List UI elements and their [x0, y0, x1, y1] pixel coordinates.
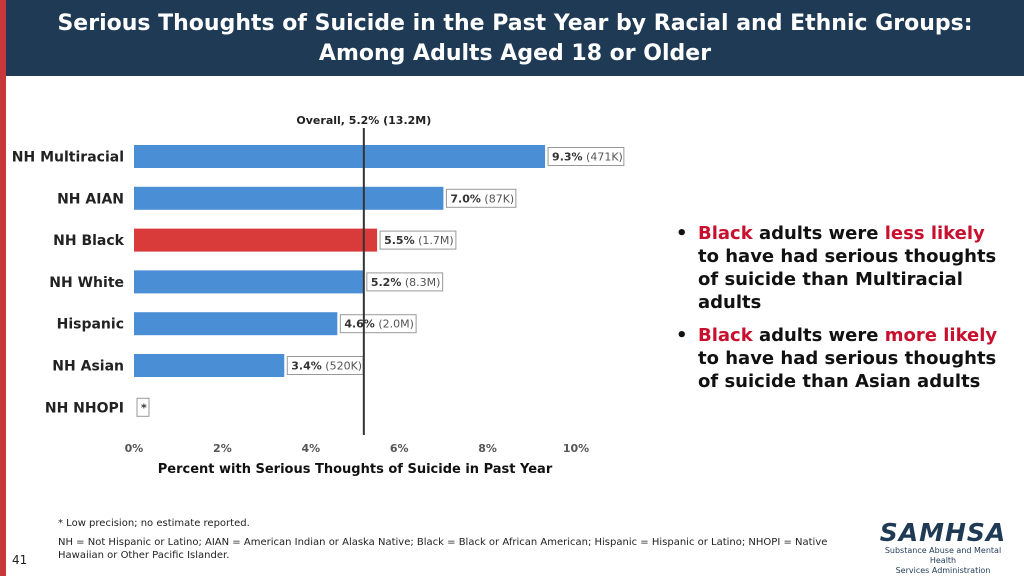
bar	[134, 186, 444, 210]
category-label: NH Asian	[52, 359, 124, 375]
category-label: NH Black	[53, 233, 125, 249]
bullet-text: adults were	[752, 223, 885, 244]
bullet-item: • Black adults were less likely to have h…	[668, 222, 998, 314]
category-label: NH NHOPI	[45, 400, 124, 416]
x-tick-label: 4%	[301, 442, 320, 455]
bar	[134, 145, 546, 168]
bullet-text: adults were	[752, 325, 885, 346]
bullet-highlight-text: less likely	[884, 223, 985, 244]
x-tick-label: 8%	[478, 442, 497, 455]
category-label: NH AIAN	[57, 191, 124, 207]
data-label-box	[366, 272, 444, 292]
data-label: *	[141, 401, 147, 414]
data-label-box	[547, 147, 625, 166]
logo-wordmark: SAMHSA	[879, 518, 1007, 547]
bullet-dot-icon: •	[676, 223, 688, 244]
key-findings: • Black adults were less likely to have h…	[668, 222, 998, 403]
category-label: NH White	[49, 275, 124, 291]
abbreviation-notes: NH = Not Hispanic or Latino; AIAN = Amer…	[58, 537, 828, 561]
data-label: 4.6% (2.0M)	[344, 318, 414, 331]
x-axis-title: Percent with Serious Thoughts of Suicide…	[158, 462, 553, 477]
x-tick-label: 2%	[213, 442, 232, 455]
bar	[134, 312, 338, 336]
bar	[134, 354, 285, 377]
bar-chart: NH Multiracial 9.3% (471K) NH AIAN 7.0% (87…	[12, 114, 625, 477]
x-tick-label: 0%	[125, 442, 144, 455]
category-label: Hispanic	[57, 317, 124, 333]
logo-subtitle-line-2: Services Administration	[895, 566, 991, 575]
accent-stripe	[0, 0, 6, 576]
data-label-box	[379, 230, 457, 250]
data-label: 5.2% (8.3M)	[371, 276, 441, 289]
bullet-text: to have had serious thoughts of suicide …	[698, 246, 997, 313]
slide-header: Serious Thoughts of Suicide in the Past …	[6, 0, 1024, 76]
data-label: 7.0% (87K)	[450, 192, 514, 205]
bullet-highlight-text: more likely	[884, 325, 998, 346]
bullet-dot-icon: •	[676, 325, 688, 346]
category-label: NH Multiracial	[12, 150, 124, 166]
overall-reference-label: Overall, 5.2% (13.2M)	[296, 114, 431, 127]
x-tick-label: 10%	[563, 442, 589, 455]
logo-subtitle-line-1: Substance Abuse and Mental Health	[884, 546, 1002, 565]
footnote: * Low precision; no estimate reported.	[58, 518, 250, 529]
data-label-box	[339, 314, 417, 334]
data-label: 5.5% (1.7M)	[384, 234, 454, 247]
data-label: 3.4% (520K)	[291, 360, 362, 373]
data-label-box	[445, 188, 517, 208]
slide-title-line-1: Serious Thoughts of Suicide in the Past …	[57, 11, 973, 36]
page-number: 41	[12, 553, 28, 567]
data-label-box	[136, 397, 150, 417]
bullet-text: to have had serious thoughts of suicide …	[698, 348, 997, 392]
slide-title-line-2: Among Adults Aged 18 or Older	[318, 41, 712, 66]
bullet-highlight-text: Black	[698, 223, 753, 244]
samhsa-logo: SAMHSA Substance Abuse and Mental Health…	[878, 520, 1008, 576]
data-label: 9.3% (471K)	[552, 151, 623, 164]
bullet-item: • Black adults were more likely to have h…	[668, 324, 998, 393]
bar	[134, 228, 378, 252]
x-tick-label: 6%	[390, 442, 409, 455]
bar	[134, 270, 364, 294]
bullet-highlight-text: Black	[698, 325, 753, 346]
